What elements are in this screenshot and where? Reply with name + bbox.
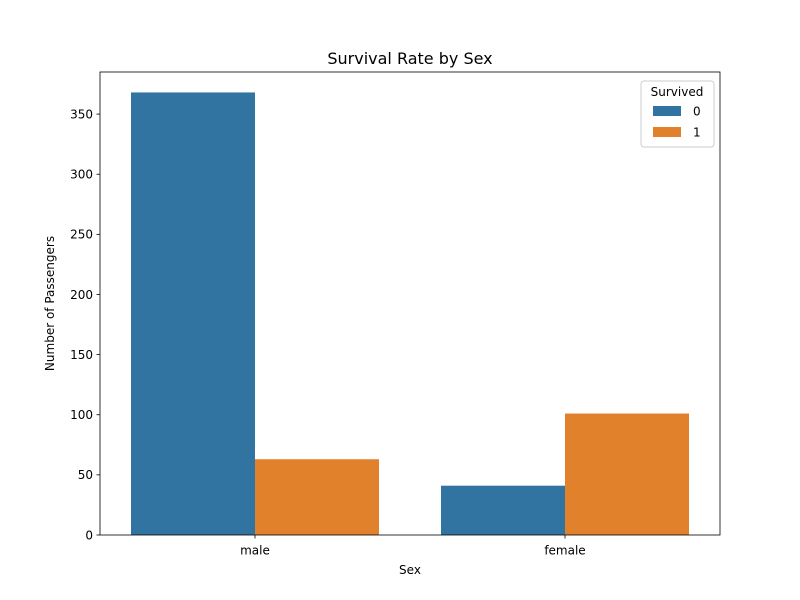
y-tick-label: 300 <box>70 168 93 182</box>
y-tick-label: 50 <box>78 468 93 482</box>
y-tick-label: 350 <box>70 107 93 121</box>
chart-title: Survival Rate by Sex <box>327 49 492 68</box>
y-axis-label: Number of Passengers <box>43 236 57 371</box>
legend-label-1: 1 <box>693 126 701 140</box>
bar-female-survived-1 <box>565 413 689 535</box>
x-axis-label: Sex <box>399 563 421 577</box>
y-tick-label: 250 <box>70 228 93 242</box>
bar-female-survived-0 <box>441 485 565 535</box>
y-tick-label: 100 <box>70 408 93 422</box>
x-axis-ticks: male female <box>240 535 586 558</box>
y-axis-ticks: 0 50 100 150 200 250 300 350 <box>70 107 100 542</box>
bar-male-survived-1 <box>255 459 379 535</box>
x-tick-label-female: female <box>544 544 585 558</box>
legend-swatch-1 <box>653 127 681 137</box>
legend-label-0: 0 <box>693 105 701 119</box>
x-tick-label-male: male <box>240 544 270 558</box>
y-tick-label: 0 <box>85 528 93 542</box>
legend-swatch-0 <box>653 106 681 116</box>
bars-group <box>131 92 689 535</box>
plot-frame <box>99 71 721 536</box>
legend: Survived 0 1 <box>640 80 715 148</box>
y-tick-label: 200 <box>70 288 93 302</box>
y-tick-label: 150 <box>70 348 93 362</box>
bar-male-survived-0 <box>131 92 255 535</box>
legend-title: Survived <box>651 85 704 99</box>
